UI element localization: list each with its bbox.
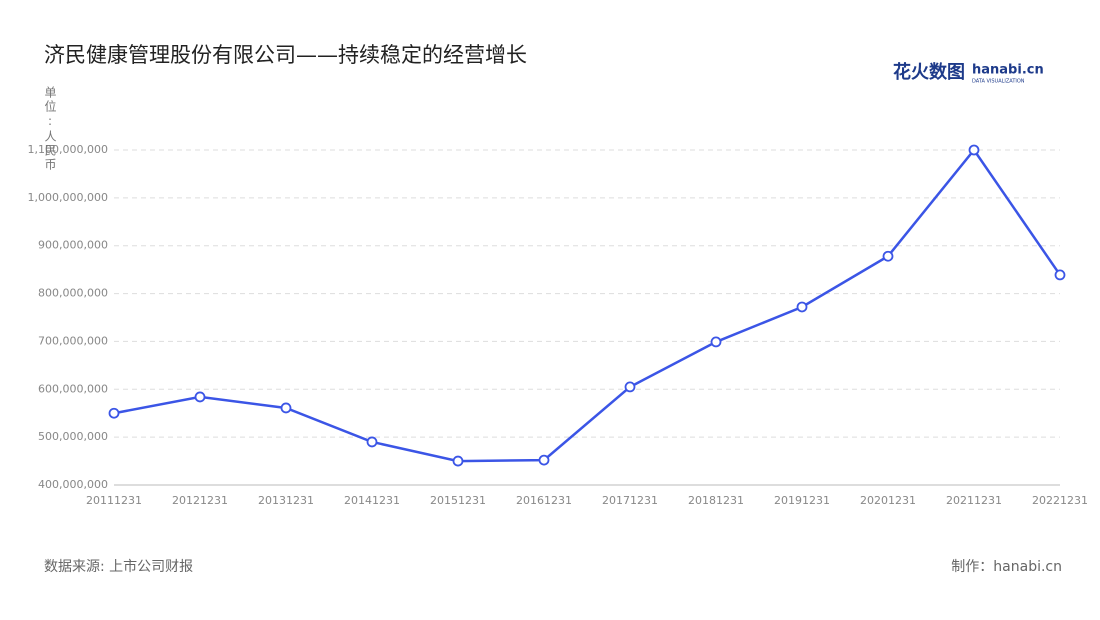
point <box>538 454 550 466</box>
point <box>968 144 980 156</box>
credit: 制作：hanabi.cn <box>951 559 1062 575</box>
line <box>113 147 1062 463</box>
point <box>624 381 636 393</box>
x-tick-label: 20181231 <box>688 494 744 507</box>
point <box>796 301 808 313</box>
chart-title: 济民健康管理股份有限公司——持续稳定的经营增长 <box>44 43 527 67</box>
point <box>194 391 206 403</box>
y-axis-label: 单位:人民币 <box>43 86 57 172</box>
source: 数据来源: 上市公司财报 <box>44 558 193 575</box>
y-tick-label: 1,000,000,000 <box>28 191 108 204</box>
logo-tagline: DATA VISUALIZATION <box>972 79 1025 85</box>
x-tick-label: 20111231 <box>86 494 142 507</box>
y-tick-label: 900,000,000 <box>38 239 108 252</box>
point <box>108 407 120 419</box>
point <box>366 436 378 448</box>
point <box>1054 269 1066 281</box>
point <box>280 402 292 414</box>
point <box>710 336 722 348</box>
x-tick-label: 20211231 <box>946 494 1002 507</box>
y-tick-label: 600,000,000 <box>38 382 108 395</box>
y-tick-label: 800,000,000 <box>38 287 108 300</box>
logo-brand: hanabi.cn <box>972 63 1044 78</box>
x-tick-label: 20161231 <box>516 494 572 507</box>
y-tick-label: 1,100,000,000 <box>28 143 108 156</box>
point <box>882 250 894 262</box>
x-tick-label: 20151231 <box>430 494 486 507</box>
x-tick-label: 20121231 <box>172 494 228 507</box>
y-tick-label: 700,000,000 <box>38 334 108 347</box>
x-tick-label: 20201231 <box>860 494 916 507</box>
y-tick-label: 500,000,000 <box>38 430 108 443</box>
x-tick-label: 20191231 <box>774 494 830 507</box>
x-tick-label: 20171231 <box>602 494 658 507</box>
y-tick-label: 400,000,000 <box>38 478 108 491</box>
x-tick-label: 20221231 <box>1032 494 1088 507</box>
x-tick-label: 20131231 <box>258 494 314 507</box>
point <box>452 455 464 467</box>
logo-text: 花火数图 <box>893 61 965 83</box>
x-tick-label: 20141231 <box>344 494 400 507</box>
